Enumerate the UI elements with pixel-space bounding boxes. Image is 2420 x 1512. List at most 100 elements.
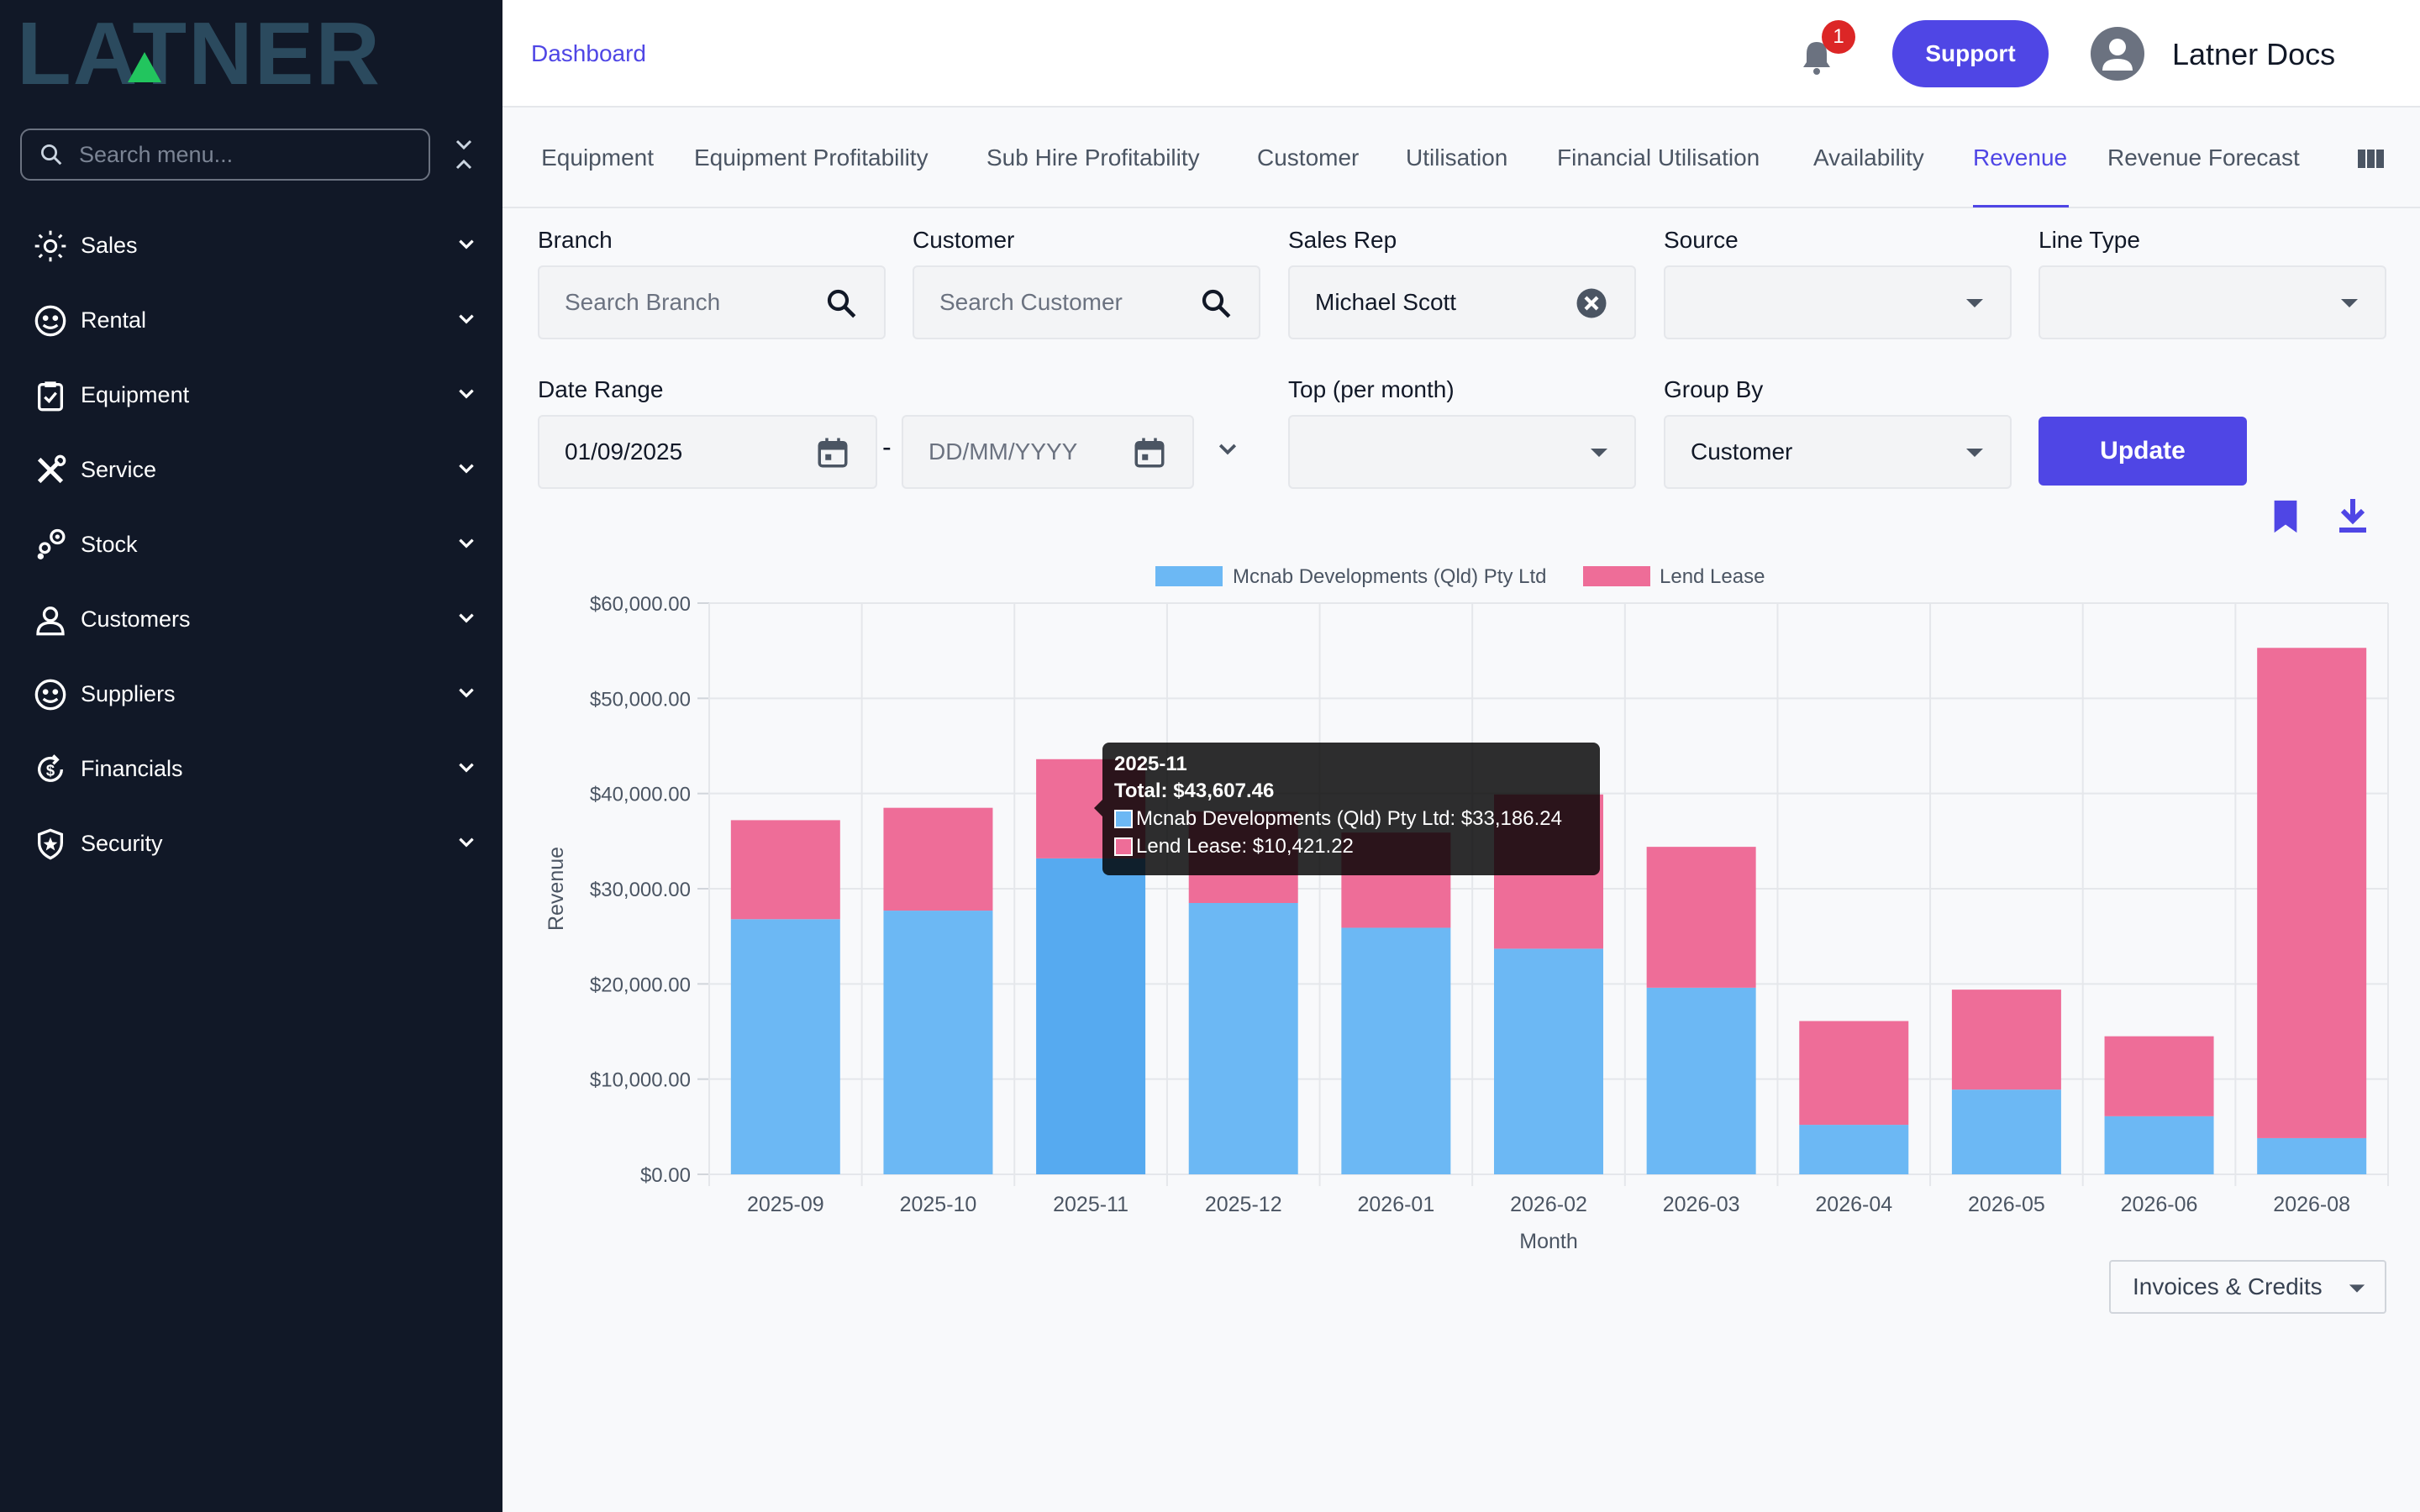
top-bar: Dashboard 1 Support Latner Docs [502,0,2420,108]
bar-segment[interactable] [1799,1125,1909,1174]
group-by-label: Group By [1664,376,1764,402]
sidebar-item-label: Security [81,831,163,856]
caret-down-icon [1591,449,1607,457]
y-axis-label: Revenue [544,847,568,931]
top-per-month-select[interactable] [1288,415,1636,489]
invoice-type-value: Invoices & Credits [2133,1273,2323,1299]
clear-icon[interactable] [1574,286,1609,321]
x-axis-label: Month [1519,1230,1577,1253]
svg-text:$: $ [46,761,55,779]
menu-search-input[interactable] [79,141,415,168]
sidebar-item-service[interactable]: Service [0,433,502,507]
logo-text: LATNER [17,15,381,91]
date-range-separator: - [882,432,892,462]
menu-search[interactable] [20,129,430,181]
bar-segment[interactable] [1646,847,1756,988]
tooltip-swatch [1114,837,1133,856]
tab-utilisation[interactable]: Utilisation [1406,144,1508,171]
bar-segment[interactable] [1494,948,1603,1174]
bar-segment[interactable] [1036,858,1146,1174]
avatar[interactable] [2091,27,2144,81]
source-select[interactable] [1664,265,2012,339]
bookmark-icon[interactable] [2270,499,2301,534]
tab-customer[interactable]: Customer [1257,144,1360,171]
latner-logo[interactable]: LATNER [17,15,471,91]
sales-rep-field[interactable]: Michael Scott [1288,265,1636,339]
sidebar-nav: Sales Rental Equipment Service Stock Cus… [0,208,502,881]
breadcrumb-dashboard[interactable]: Dashboard [531,40,646,66]
bar-segment[interactable] [1951,1089,2061,1174]
x-tick-label: 2026-04 [1815,1193,1892,1216]
date-range-expand-icon[interactable] [1215,437,1240,462]
customer-placeholder: Search Customer [939,289,1123,315]
bar-segment[interactable] [1188,903,1298,1174]
bell-icon[interactable] [1797,37,1837,77]
chevron-down-icon [459,314,474,324]
sidebar-item-stock[interactable]: Stock [0,507,502,582]
sidebar-item-sales[interactable]: Sales [0,208,502,283]
chevron-down-icon [459,763,474,773]
bar-segment[interactable] [2257,1137,2367,1174]
sidebar-item-financials[interactable]: $ Financials [0,732,502,806]
calendar-icon[interactable] [1132,435,1167,470]
group-by-select[interactable]: Customer [1664,415,2012,489]
line-type-select[interactable] [2039,265,2386,339]
bar-segment[interactable] [730,919,840,1174]
collapse-menu-button[interactable] [449,134,479,175]
bar-segment[interactable] [2257,648,2367,1138]
customer-search-field[interactable]: Search Customer [913,265,1260,339]
bar-segment[interactable] [883,807,993,911]
bar-segment[interactable] [730,820,840,920]
suppliers-icon [32,676,69,713]
chevron-down-icon [459,389,474,399]
tooltip-line-text: Mcnab Developments (Qld) Pty Ltd: $33,18… [1136,807,1562,830]
tab-financial-utilisation[interactable]: Financial Utilisation [1557,144,1760,171]
date-range-label: Date Range [538,376,664,402]
bar-segment[interactable] [2104,1036,2214,1116]
sidebar-item-rental[interactable]: Rental [0,283,502,358]
x-tick-label: 2026-06 [2121,1193,2198,1216]
chevron-down-icon [459,464,474,474]
date-start-field[interactable]: 01/09/2025 [538,415,877,489]
date-end-placeholder: DD/MM/YYYY [929,438,1078,465]
bar-segment[interactable] [883,911,993,1174]
rental-icon [32,302,69,339]
tab-sub-hire-profitability[interactable]: Sub Hire Profitability [986,144,1200,171]
bar-segment[interactable] [2104,1116,2214,1174]
tab-equipment-profitability[interactable]: Equipment Profitability [694,144,929,171]
invoice-type-select[interactable]: Invoices & Credits [2109,1260,2386,1314]
sidebar-item-equipment[interactable]: Equipment [0,358,502,433]
tab-equipment[interactable]: Equipment [543,144,654,171]
chart-tooltip: 2025-11 Total: $43,607.46 Mcnab Developm… [1102,743,1600,875]
sidebar-item-label: Customers [81,606,191,632]
bar-segment[interactable] [1951,990,2061,1090]
date-end-field[interactable]: DD/MM/YYYY [902,415,1194,489]
calendar-icon[interactable] [815,435,850,470]
tooltip-title: 2025-11 [1114,753,1187,775]
y-tick-label: $0.00 [640,1164,691,1187]
columns-icon[interactable] [2358,146,2385,171]
update-button[interactable]: Update [2039,417,2247,486]
bar-segment[interactable] [1799,1021,1909,1126]
bar-segment[interactable] [1646,987,1756,1174]
caret-down-icon [1966,449,1983,457]
support-button[interactable]: Support [1892,20,2049,87]
sidebar-item-label: Stock [81,532,138,557]
sidebar-item-label: Suppliers [81,681,176,706]
active-tab-indicator [1973,205,2069,207]
branch-search-field[interactable]: Search Branch [538,265,886,339]
stock-icon [32,527,69,564]
notification-badge: 1 [1822,20,1855,54]
sidebar-item-security[interactable]: Security [0,806,502,881]
sidebar-item-customers[interactable]: Customers [0,582,502,657]
download-icon[interactable] [2336,497,2370,534]
sidebar-item-suppliers[interactable]: Suppliers [0,657,502,732]
search-icon[interactable] [823,286,859,321]
user-name[interactable]: Latner Docs [2172,37,2336,71]
chevron-down-icon [459,688,474,698]
tab-revenue[interactable]: Revenue [1973,144,2068,171]
search-icon[interactable] [1198,286,1234,321]
tab-revenue-forecast[interactable]: Revenue Forecast [2107,144,2300,171]
tab-availability[interactable]: Availability [1813,144,1924,171]
bar-segment[interactable] [1341,927,1451,1174]
